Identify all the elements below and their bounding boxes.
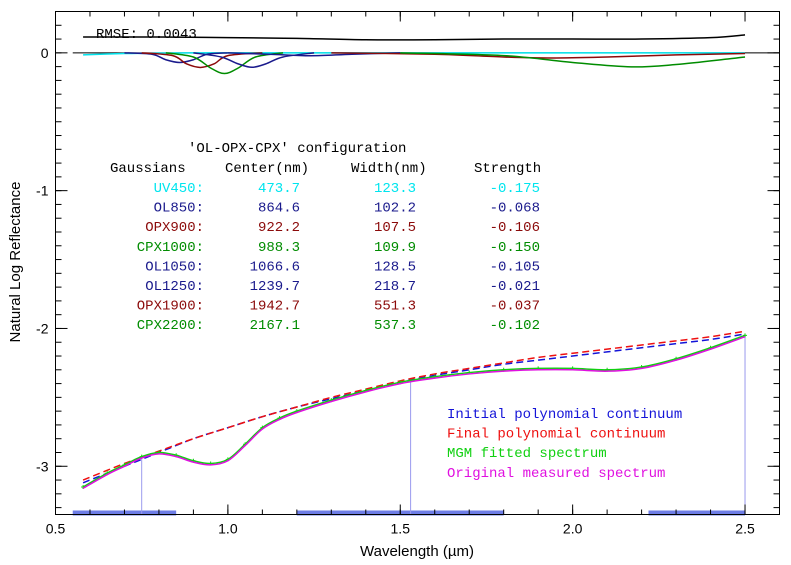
table-cell-name: OPX900: [145,220,204,236]
series-ol1050-band [193,52,315,69]
table-cell-strength: -0.037 [490,299,540,315]
gaussian-parameter-table: 'OL-OPX-CPX' configuration Gaussians Cen… [110,141,541,334]
table-cell-width: 107.5 [374,220,416,236]
table-cell-center: 473.7 [258,181,300,197]
legend-entry: Original measured spectrum [447,466,665,482]
table-cell-width: 128.5 [374,259,416,275]
table-header-center: Center(nm) [225,161,309,177]
table-cell-center: 988.3 [258,240,300,256]
table-cell-center: 1942.7 [250,299,300,315]
series-cpx1000-band [165,52,284,75]
table-cell-center: 2167.1 [250,318,300,334]
x-tick-label: 0.5 [46,521,66,537]
x-tick-label: 1.5 [391,521,411,537]
series-opx900-band [141,52,263,69]
legend-entry: Initial polynomial continuum [447,407,682,423]
table-cell-width: 218.7 [374,279,416,295]
fit-range-2 [648,510,746,516]
legend-entry: Final polynomial continuum [447,427,665,443]
axis-tick-labels: 0.5 1.0 1.5 2.0 2.5 0 -1 -2 -3 [36,45,755,537]
table-cell-center: 864.6 [258,201,300,217]
y-tick-label: -3 [36,458,49,474]
x-tick-label: 2.0 [563,521,583,537]
table-title: 'OL-OPX-CPX' configuration [188,141,406,157]
table-header-strength: Strength [474,161,541,177]
series-cpx2200-band [400,52,746,68]
table-cell-name: OL1050: [145,259,204,275]
table-cell-name: OL1250: [145,279,204,295]
table-cell-width: 102.2 [374,201,416,217]
y-axis-title: Natural Log Reflectance [7,182,24,343]
table-cell-strength: -0.102 [490,318,540,334]
series-residual-rmse [83,34,746,41]
anchor-points [141,333,746,515]
rmse-label: RMSE: 0.0043 [96,27,197,43]
table-cell-name: OPX1900: [137,299,204,315]
table-cell-center: 922.2 [258,220,300,236]
table-cell-name: OL850: [154,201,204,217]
x-tick-label: 2.5 [735,521,755,537]
table-cell-strength: -0.068 [490,201,540,217]
series-initial-polynomial-continuum [82,333,746,484]
x-tick-label: 1.0 [218,521,238,537]
table-cell-width: 109.9 [374,240,416,256]
table-cell-strength: -0.175 [490,181,540,197]
table-header-gaussians: Gaussians [110,161,186,177]
table-cell-strength: -0.150 [490,240,540,256]
table-cell-name: CPX2200: [137,318,204,334]
table-cell-strength: -0.021 [490,279,540,295]
legend: Initial polynomial continuum Final polyno… [447,407,682,482]
y-tick-label: 0 [41,45,49,61]
legend-entry: MGM fitted spectrum [447,446,607,462]
table-cell-strength: -0.106 [490,220,540,236]
table-cell-name: UV450: [154,181,204,197]
table-header-width: Width(nm) [351,161,427,177]
axis-ticks [55,11,780,515]
table-rows: UV450: 473.7 123.3 -0.175 OL850: 864.6 102.2 -0… [137,181,540,334]
series-layer [81,34,748,489]
table-cell-name: CPX1000: [137,240,204,256]
table-cell-center: 1239.7 [250,279,300,295]
y-tick-label: -1 [36,183,49,199]
table-cell-center: 1066.6 [250,259,300,275]
table-cell-width: 123.3 [374,181,416,197]
x-axis-title: Wavelength (µm) [360,543,474,560]
series-original-measured-spectrum [82,336,746,489]
series-final-polynomial-continuum [82,330,746,481]
plot-frame [55,11,780,515]
table-cell-width: 551.3 [374,299,416,315]
y-tick-label: -2 [36,320,49,336]
table-cell-strength: -0.105 [490,259,540,275]
table-cell-width: 537.3 [374,318,416,334]
series-mgm-fitted-spectrum-marker [743,333,748,338]
